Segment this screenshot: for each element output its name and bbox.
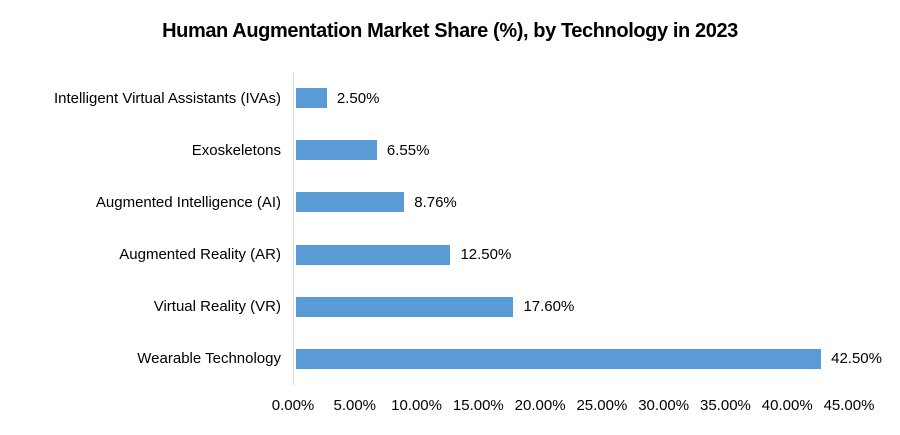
- plot-area: 2.50% 6.55% 8.76% 12.50% 17.60% 42.50%: [293, 72, 882, 385]
- x-tick-label: 25.00%: [576, 397, 628, 414]
- x-tick-label: 15.00%: [452, 397, 504, 414]
- x-tick-label: 0.00%: [271, 397, 315, 414]
- chart-title: Human Augmentation Market Share (%), by …: [162, 20, 738, 42]
- category-label: Exoskeletons: [191, 141, 281, 159]
- value-axis: 0.00% 5.00% 10.00% 15.00% 20.00% 25.00% 30.00%…: [272, 397, 875, 417]
- x-tick-label: 45.00%: [823, 397, 875, 414]
- bar: [296, 88, 327, 109]
- bar-value-label: 6.55%: [386, 141, 430, 159]
- x-tick-label: 40.00%: [761, 397, 813, 414]
- category-label: Intelligent Virtual Assistants (IVAs): [53, 89, 281, 107]
- x-tick-label: 35.00%: [700, 397, 751, 414]
- category-axis: Intelligent Virtual Assistants (IVAs) Exo…: [0, 72, 281, 385]
- bar-value-label: 17.60%: [523, 298, 575, 316]
- x-tick-label: 20.00%: [514, 397, 566, 414]
- x-tick-label: 30.00%: [638, 397, 690, 414]
- category-label: Augmented Intelligence (AI): [95, 193, 281, 211]
- bar-value-label: 42.50%: [831, 350, 882, 368]
- x-tick-label: 5.00%: [333, 397, 377, 414]
- bar: [296, 348, 822, 369]
- bar: [296, 192, 405, 213]
- category-label: Augmented Reality (AR): [119, 246, 281, 264]
- bar: [296, 140, 377, 161]
- bar-value-label: 8.76%: [414, 193, 457, 211]
- bar-value-label: 2.50%: [336, 89, 380, 107]
- bar: [296, 296, 514, 317]
- category-label: Wearable Technology: [137, 350, 281, 368]
- bar: [296, 244, 451, 265]
- category-label: Virtual Reality (VR): [153, 298, 281, 316]
- bar-value-label: 12.50%: [460, 246, 512, 264]
- x-tick-label: 10.00%: [391, 397, 442, 414]
